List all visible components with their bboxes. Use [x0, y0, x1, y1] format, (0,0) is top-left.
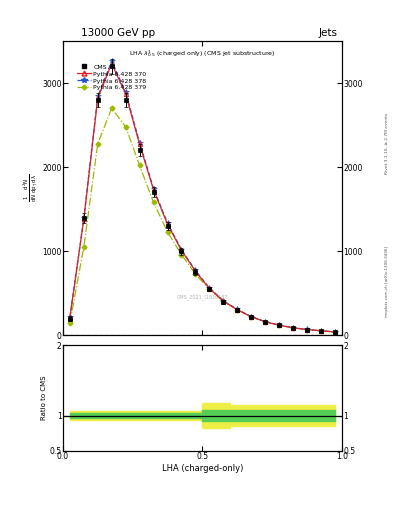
Y-axis label: $\mathregular{\frac{1}{\mathrm{d}N}\,\frac{\mathrm{d}^2N}{\mathrm{d}p_T\,\mathrm: $\mathregular{\frac{1}{\mathrm{d}N}\,\fr…: [21, 174, 39, 202]
X-axis label: LHA (charged-only): LHA (charged-only): [162, 464, 243, 473]
Text: LHA $\lambda^{1}_{0.5}$ (charged only) (CMS jet substructure): LHA $\lambda^{1}_{0.5}$ (charged only) (…: [129, 48, 275, 59]
Y-axis label: Ratio to CMS: Ratio to CMS: [40, 376, 47, 420]
Text: mcplots.cern.ch [arXiv:1306.3436]: mcplots.cern.ch [arXiv:1306.3436]: [385, 246, 389, 317]
Text: Jets: Jets: [319, 28, 338, 38]
Legend: CMS, Pythia 6.428 370, Pythia 6.428 378, Pythia 6.428 379: CMS, Pythia 6.428 370, Pythia 6.428 378,…: [74, 62, 149, 93]
Text: 13000 GeV pp: 13000 GeV pp: [81, 28, 155, 38]
Text: CMS_2021_I1920187: CMS_2021_I1920187: [176, 294, 228, 300]
Text: Rivet 3.1.10, ≥ 2.7M events: Rivet 3.1.10, ≥ 2.7M events: [385, 113, 389, 174]
